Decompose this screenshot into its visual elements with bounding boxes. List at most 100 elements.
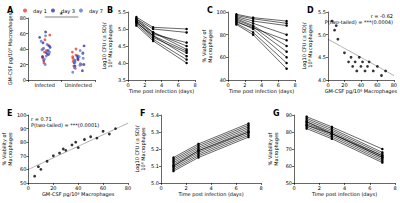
svg-text:80: 80 (20, 15, 26, 21)
svg-text:% Viability of: % Viability of (1, 132, 7, 166)
svg-text:% Viability of: % Viability of (267, 132, 273, 166)
svg-text:5.0: 5.0 (118, 26, 126, 32)
svg-text:GM-CSF pg/10⁶ Macrophages: GM-CSF pg/10⁶ Macrophages (42, 191, 115, 198)
svg-text:0: 0 (292, 185, 295, 191)
svg-text:60: 60 (100, 185, 106, 191)
svg-text:8: 8 (193, 82, 196, 88)
svg-text:C: C (207, 6, 213, 15)
svg-text:4.5: 4.5 (118, 43, 126, 49)
svg-text:Infected: Infected (35, 82, 55, 88)
svg-text:*: * (60, 11, 64, 19)
svg-text:Time post infection (days): Time post infection (days) (128, 88, 194, 95)
svg-text:90: 90 (20, 126, 26, 132)
svg-text:4.0: 4.0 (318, 77, 326, 83)
svg-text:5.4: 5.4 (151, 112, 159, 118)
svg-text:Macrophages: Macrophages (273, 132, 280, 166)
svg-text:P(two-tailed) = ***(0.0004): P(two-tailed) = ***(0.0004) (325, 19, 393, 25)
svg-text:4: 4 (160, 82, 163, 88)
svg-text:3.5: 3.5 (118, 77, 126, 83)
svg-text:70: 70 (286, 146, 292, 152)
svg-text:% Viability of: % Viability of (200, 29, 207, 63)
svg-text:0: 0 (226, 82, 229, 88)
svg-text:90: 90 (286, 112, 292, 118)
svg-text:GM-CSF pg/10⁶ Macrophages: GM-CSF pg/10⁶ Macrophages (7, 12, 14, 85)
svg-text:60: 60 (374, 82, 380, 88)
svg-text:50: 50 (20, 180, 26, 186)
svg-text:2: 2 (318, 185, 321, 191)
svg-text:B: B (107, 6, 113, 15)
svg-text:day 3: day 3 (61, 8, 75, 15)
svg-text:0: 0 (126, 82, 129, 88)
svg-text:r = 0.71: r = 0.71 (31, 115, 52, 122)
svg-text:A: A (7, 6, 14, 15)
svg-text:5.1: 5.1 (151, 163, 159, 169)
svg-text:6: 6 (234, 185, 237, 191)
svg-text:5.0: 5.0 (151, 180, 159, 186)
svg-text:Time post infection (days): Time post infection (days) (311, 191, 377, 198)
svg-text:4.0: 4.0 (118, 60, 126, 66)
svg-text:4: 4 (209, 185, 212, 191)
svg-text:20: 20 (50, 185, 56, 191)
svg-text:100: 100 (17, 112, 27, 118)
svg-text:0: 0 (326, 82, 329, 88)
svg-text:6: 6 (277, 82, 280, 88)
svg-text:40: 40 (75, 185, 81, 191)
svg-text:2: 2 (184, 185, 187, 191)
svg-text:E: E (7, 109, 12, 118)
svg-text:5.2: 5.2 (151, 146, 159, 152)
svg-text:day 1: day 1 (33, 8, 47, 15)
svg-text:2: 2 (243, 82, 246, 88)
svg-text:4: 4 (260, 82, 263, 88)
svg-text:10⁶ Macrophages: 10⁶ Macrophages (107, 24, 114, 68)
svg-text:5.0: 5.0 (318, 32, 326, 38)
svg-text:F: F (140, 109, 145, 118)
svg-text:80: 80 (391, 82, 397, 88)
svg-text:0: 0 (27, 185, 30, 191)
svg-text:Time post infection (days): Time post infection (days) (228, 88, 294, 95)
svg-text:5.5: 5.5 (318, 9, 326, 15)
svg-text:80: 80 (286, 129, 292, 135)
svg-text:10⁶ Macrophages: 10⁶ Macrophages (307, 24, 314, 68)
svg-text:20: 20 (20, 62, 26, 68)
svg-text:Log10 CFU (± SD)/: Log10 CFU (± SD)/ (101, 22, 107, 70)
svg-text:60: 60 (220, 54, 226, 60)
svg-text:Macrophages: Macrophages (207, 29, 214, 63)
svg-text:P(two-tailed) = ***(0.0001): P(two-tailed) = ***(0.0001) (31, 122, 99, 128)
svg-text:40: 40 (20, 46, 26, 52)
svg-text:80: 80 (20, 139, 26, 145)
svg-text:8: 8 (259, 185, 262, 191)
svg-text:Log10 CFU (± SD)/: Log10 CFU (± SD)/ (301, 22, 307, 70)
svg-text:Macrophages: Macrophages (7, 132, 14, 166)
svg-text:40: 40 (220, 77, 226, 83)
svg-text:80: 80 (125, 185, 131, 191)
svg-text:D: D (307, 6, 314, 15)
svg-text:r = -0.62: r = -0.62 (370, 12, 393, 19)
svg-text:0: 0 (23, 77, 26, 83)
svg-text:0: 0 (159, 185, 162, 191)
svg-text:6: 6 (177, 82, 180, 88)
svg-text:70: 70 (20, 153, 26, 159)
svg-text:10⁶ Macrophages: 10⁶ Macrophages (140, 127, 147, 171)
svg-text:G: G (273, 109, 280, 118)
svg-text:GM-CSF pg/10⁶ Macrophages: GM-CSF pg/10⁶ Macrophages (325, 88, 398, 95)
svg-text:Time post infection (days): Time post infection (days) (177, 191, 243, 198)
svg-text:2: 2 (143, 82, 146, 88)
svg-text:40: 40 (358, 82, 364, 88)
svg-text:6: 6 (368, 185, 371, 191)
svg-text:80: 80 (220, 32, 226, 38)
svg-text:100: 100 (216, 9, 226, 15)
svg-text:50: 50 (286, 180, 292, 186)
svg-text:60: 60 (20, 31, 26, 37)
svg-text:4: 4 (343, 185, 346, 191)
svg-text:4.5: 4.5 (318, 54, 326, 60)
svg-text:Uninfected: Uninfected (65, 82, 92, 88)
svg-text:day 7: day 7 (89, 8, 103, 15)
svg-text:8: 8 (293, 82, 296, 88)
svg-text:60: 60 (286, 163, 292, 169)
svg-text:8: 8 (393, 185, 396, 191)
svg-text:60: 60 (20, 166, 26, 172)
svg-text:Log10 CFU (± SD)/: Log10 CFU (± SD)/ (134, 125, 140, 173)
svg-text:5.5: 5.5 (118, 9, 126, 15)
svg-text:20: 20 (341, 82, 347, 88)
svg-text:5.3: 5.3 (151, 129, 159, 135)
